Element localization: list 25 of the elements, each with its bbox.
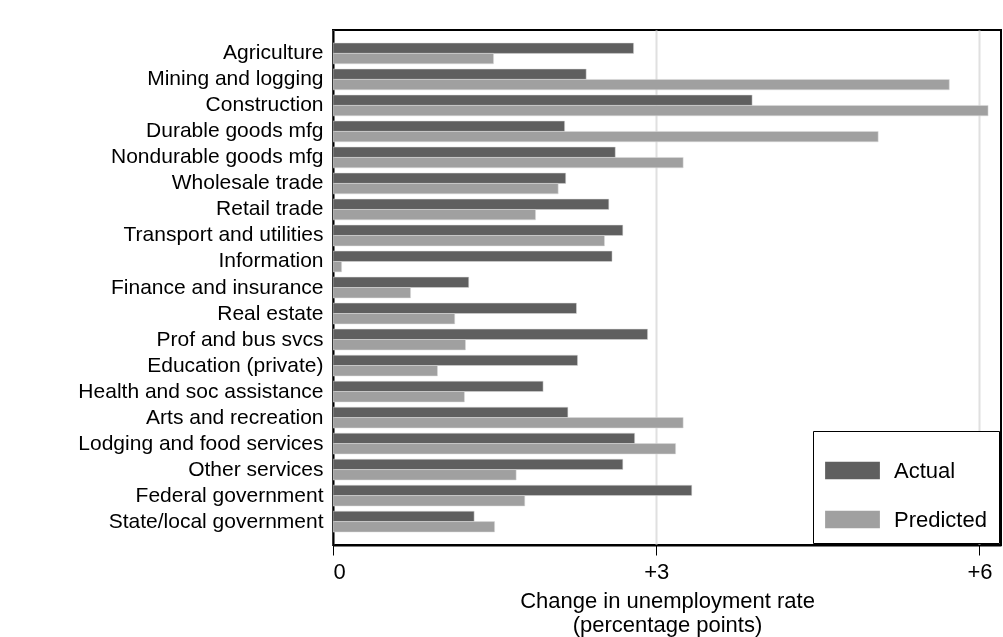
y-tick-label: Durable goods mfg [146,118,324,142]
y-tick-label: Agriculture [223,40,324,64]
y-tick-label: Federal government [135,482,324,506]
y-tick-label: Nondurable goods mfg [111,144,324,168]
y-tick-label: State/local government [108,508,324,532]
y-tick-label: Information [218,248,324,272]
x-axis-title: Change in unemployment rate (percentage points) [520,587,815,637]
legend-label: Predicted [894,506,987,532]
y-tick-label: Education (private) [147,352,324,376]
y-tick-label: Prof and bus svcs [156,326,324,350]
y-tick-label: Construction [205,92,324,116]
x-tick-label: +6 [967,558,993,584]
y-tick-label: Health and soc assistance [78,378,324,402]
y-tick-label: Retail trade [216,196,324,220]
y-tick-label: Mining and logging [147,66,324,90]
y-tick-label: Transport and utilities [123,222,324,246]
x-tick-label: 0 [333,558,346,584]
y-tick-label: Real estate [217,300,324,324]
y-tick-label: Arts and recreation [146,404,324,428]
y-tick-label: Other services [188,456,324,480]
y-tick-label: Wholesale trade [171,170,324,194]
y-tick-label: Finance and insurance [111,274,324,298]
y-tick-label: Lodging and food services [78,430,324,454]
legend-label: Actual [894,457,956,483]
x-tick-label: +3 [644,558,670,584]
